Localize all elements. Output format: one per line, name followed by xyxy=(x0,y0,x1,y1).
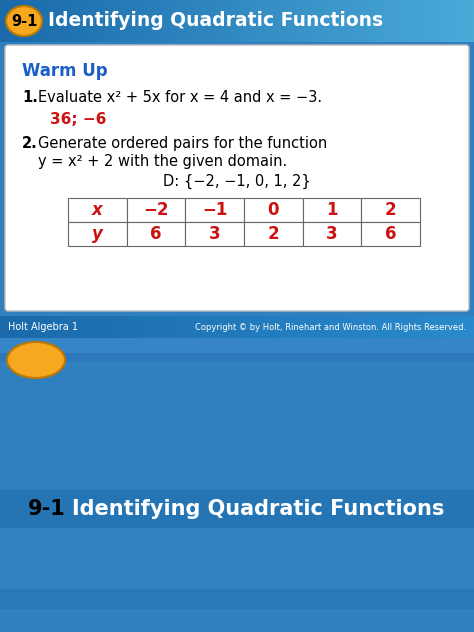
Text: 2: 2 xyxy=(267,225,279,243)
Bar xyxy=(0,589,474,609)
Text: Generate ordered pairs for the function: Generate ordered pairs for the function xyxy=(38,136,327,151)
Text: 6: 6 xyxy=(385,225,396,243)
Bar xyxy=(361,222,420,246)
Text: D: {−2, −1, 0, 1, 2}: D: {−2, −1, 0, 1, 2} xyxy=(163,174,311,189)
Bar xyxy=(0,509,474,589)
Bar xyxy=(127,198,185,222)
Text: 3: 3 xyxy=(209,225,220,243)
Text: Identifying Quadratic Functions: Identifying Quadratic Functions xyxy=(48,11,383,30)
Text: 2: 2 xyxy=(385,201,396,219)
FancyBboxPatch shape xyxy=(5,45,469,311)
Text: 6: 6 xyxy=(150,225,162,243)
Bar xyxy=(361,198,420,222)
Text: Identifying Quadratic Functions: Identifying Quadratic Functions xyxy=(72,499,444,519)
Bar xyxy=(0,361,474,491)
Text: Copyright © by Holt, Rinehart and Winston. All Rights Reserved.: Copyright © by Holt, Rinehart and Winsto… xyxy=(195,322,466,332)
Text: 1: 1 xyxy=(326,201,338,219)
Bar xyxy=(0,491,474,509)
Bar xyxy=(0,490,474,528)
Text: 1.: 1. xyxy=(22,90,38,105)
Text: 3: 3 xyxy=(326,225,338,243)
Text: 9-1: 9-1 xyxy=(11,13,37,28)
Text: 0: 0 xyxy=(268,201,279,219)
Text: Holt Algebra 1: Holt Algebra 1 xyxy=(8,322,78,332)
Bar xyxy=(303,222,361,246)
Bar xyxy=(185,198,244,222)
Text: y: y xyxy=(92,225,103,243)
Bar xyxy=(0,609,474,632)
Text: x: x xyxy=(92,201,103,219)
Text: Evaluate x² + 5x for x = 4 and x = −3.: Evaluate x² + 5x for x = 4 and x = −3. xyxy=(38,90,322,105)
Bar xyxy=(244,222,303,246)
Text: Warm Up: Warm Up xyxy=(22,62,108,80)
Bar xyxy=(127,222,185,246)
Bar xyxy=(0,353,474,361)
Ellipse shape xyxy=(7,342,65,378)
Bar xyxy=(68,222,127,246)
Text: y = x² + 2 with the given domain.: y = x² + 2 with the given domain. xyxy=(38,154,287,169)
Bar xyxy=(0,338,474,353)
Ellipse shape xyxy=(6,6,42,36)
Text: 36; −6: 36; −6 xyxy=(50,112,106,127)
Text: −1: −1 xyxy=(202,201,228,219)
Bar xyxy=(303,198,361,222)
Text: 9-1: 9-1 xyxy=(28,499,66,519)
Bar xyxy=(244,198,303,222)
Text: 2.: 2. xyxy=(22,136,38,151)
Bar xyxy=(68,198,127,222)
Text: −2: −2 xyxy=(143,201,169,219)
Bar xyxy=(185,222,244,246)
